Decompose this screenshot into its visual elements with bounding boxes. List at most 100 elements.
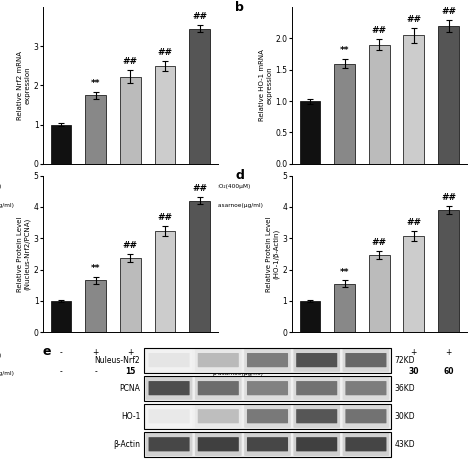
Text: +: + [127,180,134,189]
Text: ##: ## [123,241,138,250]
Text: -: - [309,180,311,189]
FancyBboxPatch shape [296,437,337,451]
FancyBboxPatch shape [293,376,340,400]
FancyBboxPatch shape [198,409,239,423]
Text: b: b [236,1,245,14]
Bar [145,376,391,401]
Text: -: - [309,348,311,357]
FancyBboxPatch shape [244,404,291,428]
FancyBboxPatch shape [195,404,242,428]
FancyBboxPatch shape [148,381,190,395]
FancyBboxPatch shape [346,353,386,367]
FancyBboxPatch shape [148,437,190,451]
Text: 15: 15 [374,198,384,207]
Text: β-asarnoe(μg/ml): β-asarnoe(μg/ml) [0,203,15,208]
Bar [155,66,175,164]
Bar [189,201,210,332]
Text: 30: 30 [409,198,419,207]
Bar [334,64,355,164]
Text: 30KD: 30KD [395,412,415,421]
Text: ##: ## [157,48,173,57]
FancyBboxPatch shape [195,376,242,400]
Text: ##: ## [441,193,456,202]
Text: +: + [446,348,452,357]
Bar [145,404,391,428]
Text: ##: ## [406,15,421,24]
FancyBboxPatch shape [198,437,239,451]
FancyBboxPatch shape [198,353,239,367]
Bar [145,404,391,428]
Text: H₂O₂(400μM): H₂O₂(400μM) [213,353,251,357]
Text: -: - [343,367,346,376]
Text: β-asarnoe(μg/ml): β-asarnoe(μg/ml) [213,371,264,376]
Text: +: + [162,348,168,357]
Text: PCNA: PCNA [119,383,140,392]
Bar [300,101,320,164]
FancyBboxPatch shape [247,437,288,451]
Text: 30: 30 [409,367,419,376]
Text: ##: ## [192,12,207,21]
FancyBboxPatch shape [296,409,337,423]
Text: +: + [92,348,99,357]
FancyBboxPatch shape [244,348,291,372]
Text: -: - [94,367,97,376]
Text: **: ** [340,268,349,276]
Text: -: - [60,367,63,376]
FancyBboxPatch shape [244,433,291,456]
Text: β-asarnoe(μg/ml): β-asarnoe(μg/ml) [0,371,15,376]
Y-axis label: Relative HO-1 mRNA
expression: Relative HO-1 mRNA expression [259,49,273,121]
Text: +: + [410,348,417,357]
FancyBboxPatch shape [247,353,288,367]
FancyBboxPatch shape [198,381,239,395]
Bar [334,283,355,332]
Bar [189,28,210,164]
FancyBboxPatch shape [146,433,192,456]
Bar [145,376,391,401]
Text: +: + [376,180,383,189]
Bar [300,301,320,332]
Text: 43KD: 43KD [395,440,415,449]
Y-axis label: Relative Protein Level
(Nucleus-Nrf2/PCNA): Relative Protein Level (Nucleus-Nrf2/PCN… [17,216,31,292]
FancyBboxPatch shape [293,348,340,372]
Bar [51,301,72,332]
Text: 60: 60 [443,198,454,207]
Text: 36KD: 36KD [395,383,415,392]
FancyBboxPatch shape [343,376,389,400]
Text: +: + [341,348,348,357]
Text: ##: ## [406,218,421,227]
Text: d: d [236,169,245,182]
Text: +: + [92,180,99,189]
Text: ##: ## [372,26,387,35]
Text: H₂O₂(400μM): H₂O₂(400μM) [0,184,2,189]
FancyBboxPatch shape [247,381,288,395]
Text: 30: 30 [160,198,170,207]
FancyBboxPatch shape [346,381,386,395]
FancyBboxPatch shape [148,409,190,423]
Text: +: + [127,348,134,357]
Text: H₂O₂(400μM): H₂O₂(400μM) [0,353,2,357]
Text: +: + [196,180,203,189]
Text: +: + [162,180,168,189]
Text: Nuleus-Nrf2: Nuleus-Nrf2 [95,356,140,365]
FancyBboxPatch shape [247,409,288,423]
Text: -: - [309,198,311,207]
FancyBboxPatch shape [195,433,242,456]
Text: 30: 30 [160,367,170,376]
Text: -: - [94,198,97,207]
Text: 15: 15 [374,367,384,376]
Bar [51,125,72,164]
Bar [85,281,106,332]
Text: +: + [196,348,203,357]
Bar [155,231,175,332]
Text: +: + [341,180,348,189]
Text: H₂O₂(400μM): H₂O₂(400μM) [213,184,251,189]
Text: 60: 60 [194,198,205,207]
Text: HO-1: HO-1 [121,412,140,421]
Text: 60: 60 [443,367,454,376]
Text: +: + [376,348,383,357]
Text: -: - [60,180,63,189]
Bar [438,210,459,332]
FancyBboxPatch shape [293,404,340,428]
Text: ##: ## [192,184,207,193]
Text: **: ** [91,79,100,88]
